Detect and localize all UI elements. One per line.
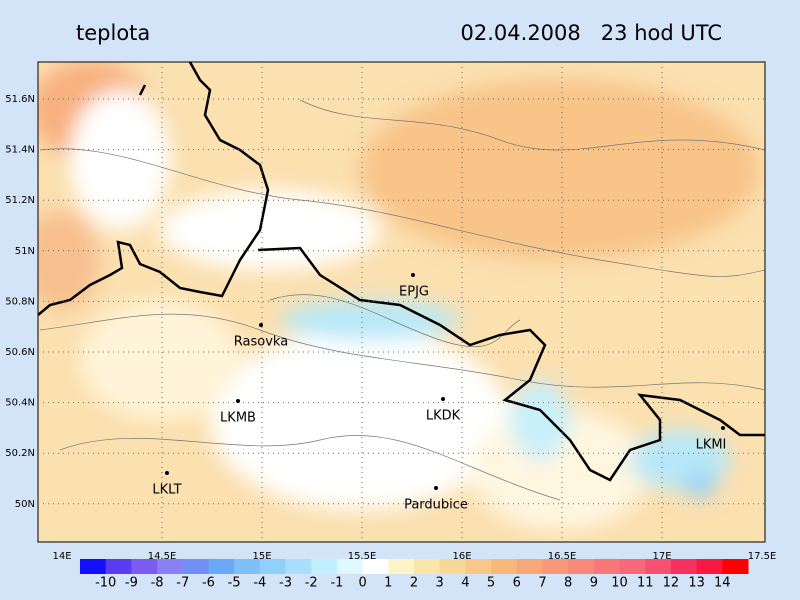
colorbar-cell — [80, 559, 107, 574]
colorbar-cell — [645, 559, 672, 574]
colorbar-cell — [696, 559, 723, 574]
lat-label: 50.6N — [5, 347, 35, 358]
title: teplota — [76, 21, 150, 45]
colorbar-label: -6 — [202, 576, 215, 591]
colorbar-label: -4 — [253, 576, 266, 591]
colorbar-cell — [234, 559, 261, 574]
lon-label: 16.5E — [548, 551, 577, 562]
colorbar-label: -2 — [305, 576, 318, 591]
colorbar-cell — [465, 559, 492, 574]
station-label: Pardubice — [404, 498, 468, 513]
colorbar-label: 3 — [436, 576, 444, 591]
colorbar-label: -3 — [279, 576, 292, 591]
timestamp: 02.04.2008 23 hod UTC — [461, 21, 722, 45]
colorbar-label: -10 — [95, 576, 116, 591]
lat-label: 51N — [15, 246, 35, 257]
colorbar-label: 12 — [663, 576, 680, 591]
lon-label: 17.5E — [748, 551, 777, 562]
station-dot — [259, 323, 263, 327]
station-dot — [721, 426, 725, 430]
lon-label: 17E — [652, 551, 671, 562]
station-label: LKMI — [696, 438, 727, 453]
colorbar-cell — [311, 559, 338, 574]
lon-label: 14.5E — [148, 551, 177, 562]
station-label: Rasovka — [234, 335, 288, 350]
lon-label: 15E — [252, 551, 271, 562]
colorbar-cell — [491, 559, 518, 574]
lat-label: 51.2N — [5, 195, 35, 206]
colorbar-label: -8 — [151, 576, 164, 591]
colorbar-cell — [439, 559, 466, 574]
lat-label: 51.6N — [5, 94, 35, 105]
colorbar-cell — [336, 559, 364, 574]
lat-label: 50.2N — [5, 448, 35, 459]
colorbar-label: 11 — [637, 576, 654, 591]
station-label: LKLT — [152, 483, 181, 498]
lat-label: 50.8N — [5, 296, 35, 307]
colorbar-label: 2 — [410, 576, 418, 591]
colorbar-cell — [593, 559, 621, 574]
lat-label: 50N — [15, 499, 35, 510]
colorbar-cell — [362, 559, 389, 574]
colorbar-cell — [131, 559, 158, 574]
colorbar-cell — [259, 559, 287, 574]
station-dot — [434, 486, 438, 490]
colorbar-label: 7 — [538, 576, 546, 591]
colorbar-cell — [670, 559, 698, 574]
colorbar-cell — [285, 559, 312, 574]
colorbar-label: -9 — [125, 576, 138, 591]
map-frame — [37, 61, 766, 543]
colorbar-label: -1 — [330, 576, 343, 591]
colorbar-cell — [105, 559, 132, 574]
colorbar-cell — [722, 559, 749, 574]
lon-label: 16E — [452, 551, 471, 562]
map-field — [38, 62, 765, 542]
colorbar-label: -5 — [228, 576, 241, 591]
lon-label: 14E — [52, 551, 71, 562]
lat-label: 50.4N — [5, 398, 35, 409]
colorbar-label: -7 — [176, 576, 189, 591]
colorbar-label: 13 — [688, 576, 705, 591]
colorbar-label: 8 — [564, 576, 572, 591]
colorbar-label: 5 — [487, 576, 495, 591]
colorbar-label: 14 — [714, 576, 731, 591]
lat-label: 51.4N — [5, 145, 35, 156]
colorbar-label: 6 — [513, 576, 521, 591]
lon-label: 15.5E — [348, 551, 377, 562]
colorbar-label: 4 — [461, 576, 469, 591]
colorbar-cell — [414, 559, 441, 574]
colorbar-label: 0 — [358, 576, 366, 591]
colorbar-cell — [568, 559, 595, 574]
station-dot — [411, 273, 415, 277]
station-label: LKMB — [220, 411, 256, 426]
colorbar-label: 1 — [384, 576, 392, 591]
colorbar-label: 9 — [590, 576, 598, 591]
colorbar-cell — [619, 559, 646, 574]
station-dot — [236, 399, 240, 403]
colorbar-cell — [516, 559, 543, 574]
colorbar-cell — [208, 559, 235, 574]
colorbar-cell — [157, 559, 184, 574]
station-dot — [441, 397, 445, 401]
station-label: LKDK — [426, 409, 461, 424]
colorbar-cell — [388, 559, 415, 574]
station-label: EPJG — [399, 285, 429, 300]
colorbar-cell — [182, 559, 209, 574]
station-dot — [165, 471, 169, 475]
colorbar-cell — [542, 559, 569, 574]
colorbar-label: 10 — [611, 576, 628, 591]
